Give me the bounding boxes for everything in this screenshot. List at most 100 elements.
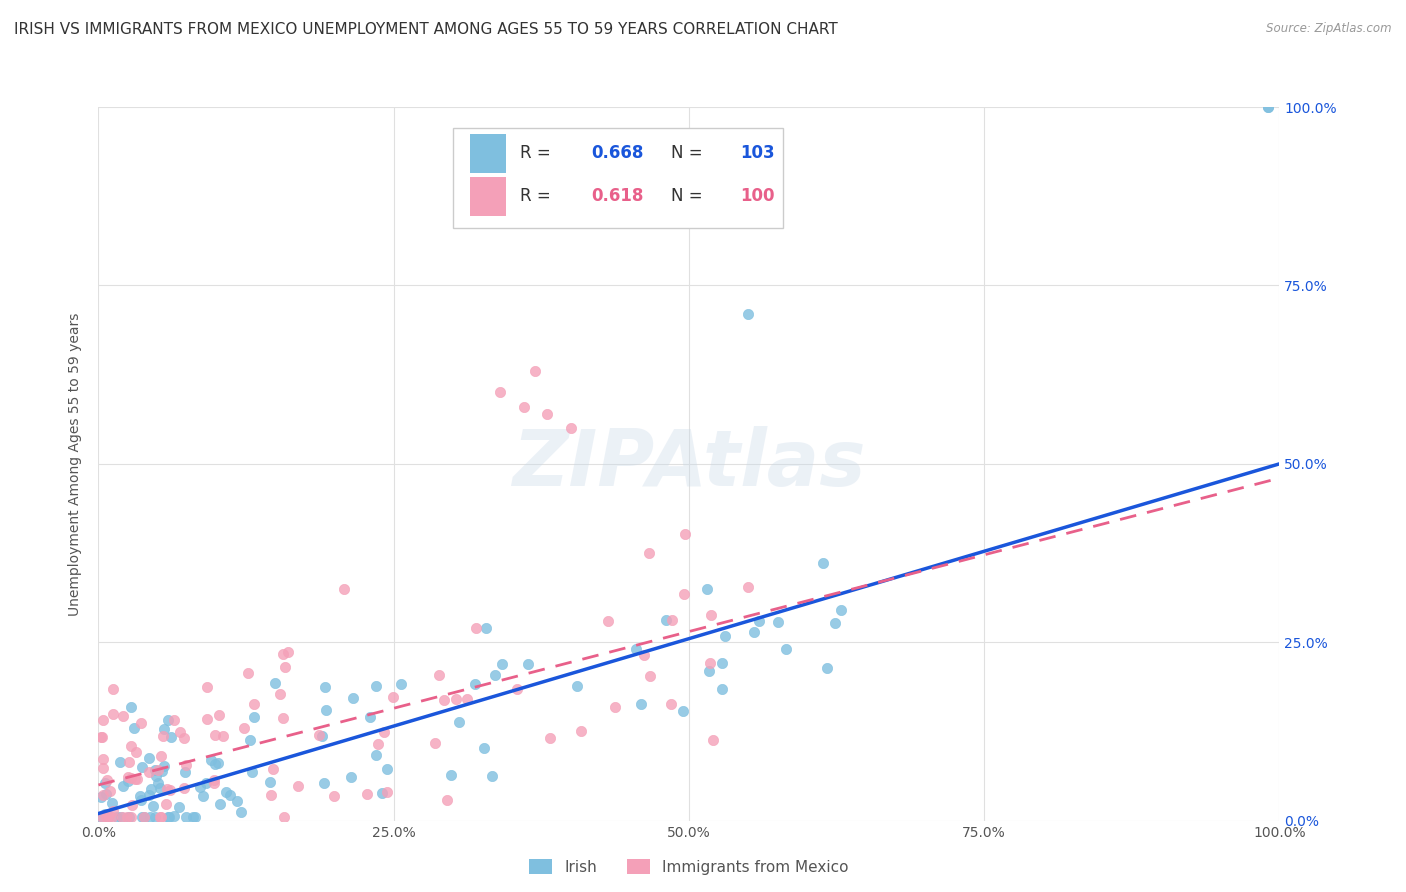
Point: [143, 810, 166, 824]
Point: [149, 810, 172, 824]
Point: [138, 750, 160, 764]
Point: [215, 785, 238, 799]
Point: [775, 642, 797, 657]
Point: [377, 785, 399, 799]
Point: [90, 731, 112, 745]
Point: [633, 648, 655, 663]
Text: Source: ZipAtlas.com: Source: ZipAtlas.com: [1267, 22, 1392, 36]
Point: [274, 660, 297, 674]
Point: [596, 614, 619, 628]
Point: [120, 739, 142, 754]
Point: [311, 730, 333, 744]
Point: [202, 776, 225, 790]
Point: [308, 728, 330, 742]
Point: [370, 786, 392, 800]
Point: [125, 772, 148, 787]
Point: [474, 621, 496, 635]
Point: [638, 669, 661, 683]
Point: [315, 703, 337, 717]
Point: [188, 780, 211, 795]
Point: [183, 810, 205, 824]
Point: [138, 788, 160, 802]
Point: [373, 724, 395, 739]
Point: [202, 772, 225, 787]
Point: [700, 607, 723, 622]
Point: [322, 789, 344, 803]
Point: [146, 776, 169, 790]
Point: [516, 657, 538, 671]
Point: [766, 615, 789, 629]
Point: [440, 768, 463, 782]
Point: [314, 680, 336, 694]
Point: [472, 740, 495, 755]
Point: [100, 783, 122, 797]
Text: ZIPAtlas: ZIPAtlas: [512, 425, 866, 502]
Point: [737, 580, 759, 594]
Point: [287, 779, 309, 793]
Point: [242, 697, 264, 711]
Point: [661, 613, 683, 627]
Point: [149, 810, 172, 824]
Point: [105, 810, 128, 824]
Point: [569, 724, 592, 739]
Point: [101, 706, 124, 721]
Point: [118, 810, 141, 824]
Point: [239, 732, 262, 747]
Point: [538, 731, 561, 746]
Point: [124, 772, 146, 786]
Point: [173, 781, 195, 796]
Point: [97, 810, 120, 824]
Point: [174, 810, 197, 824]
Point: [389, 677, 412, 691]
Point: [1257, 100, 1279, 114]
Point: [200, 753, 222, 767]
Point: [444, 692, 467, 706]
Point: [484, 667, 506, 681]
Point: [90, 789, 112, 804]
Point: [101, 796, 124, 810]
Point: [204, 728, 226, 742]
Point: [464, 677, 486, 691]
Point: [673, 587, 696, 601]
Point: [194, 776, 217, 790]
Point: [259, 775, 281, 789]
Point: [359, 710, 381, 724]
Point: [131, 760, 153, 774]
Point: [94, 787, 117, 801]
Point: [120, 771, 142, 785]
Point: [91, 810, 114, 824]
Point: [236, 666, 259, 681]
Text: N =: N =: [671, 145, 709, 162]
Point: [155, 797, 177, 811]
Point: [436, 793, 458, 807]
Point: [333, 582, 356, 597]
Point: [506, 682, 529, 697]
Point: [149, 780, 172, 795]
Point: [121, 798, 143, 813]
Point: [96, 772, 118, 787]
Point: [605, 699, 627, 714]
Point: [427, 668, 450, 682]
Point: [174, 764, 197, 779]
Point: [536, 407, 558, 421]
Point: [91, 761, 114, 775]
Point: [97, 808, 120, 822]
Point: [89, 810, 111, 824]
Point: [139, 810, 162, 824]
Point: [815, 661, 838, 675]
Text: 103: 103: [740, 145, 775, 162]
Point: [624, 642, 647, 657]
Point: [101, 682, 124, 697]
Point: [260, 788, 283, 802]
Point: [263, 675, 285, 690]
Point: [524, 364, 547, 378]
Point: [204, 756, 226, 771]
Point: [243, 709, 266, 723]
Point: [101, 810, 124, 824]
Point: [96, 810, 118, 824]
Point: [273, 810, 295, 824]
Point: [94, 776, 117, 790]
Point: [115, 810, 138, 824]
Text: N =: N =: [671, 187, 709, 205]
Point: [122, 722, 145, 736]
